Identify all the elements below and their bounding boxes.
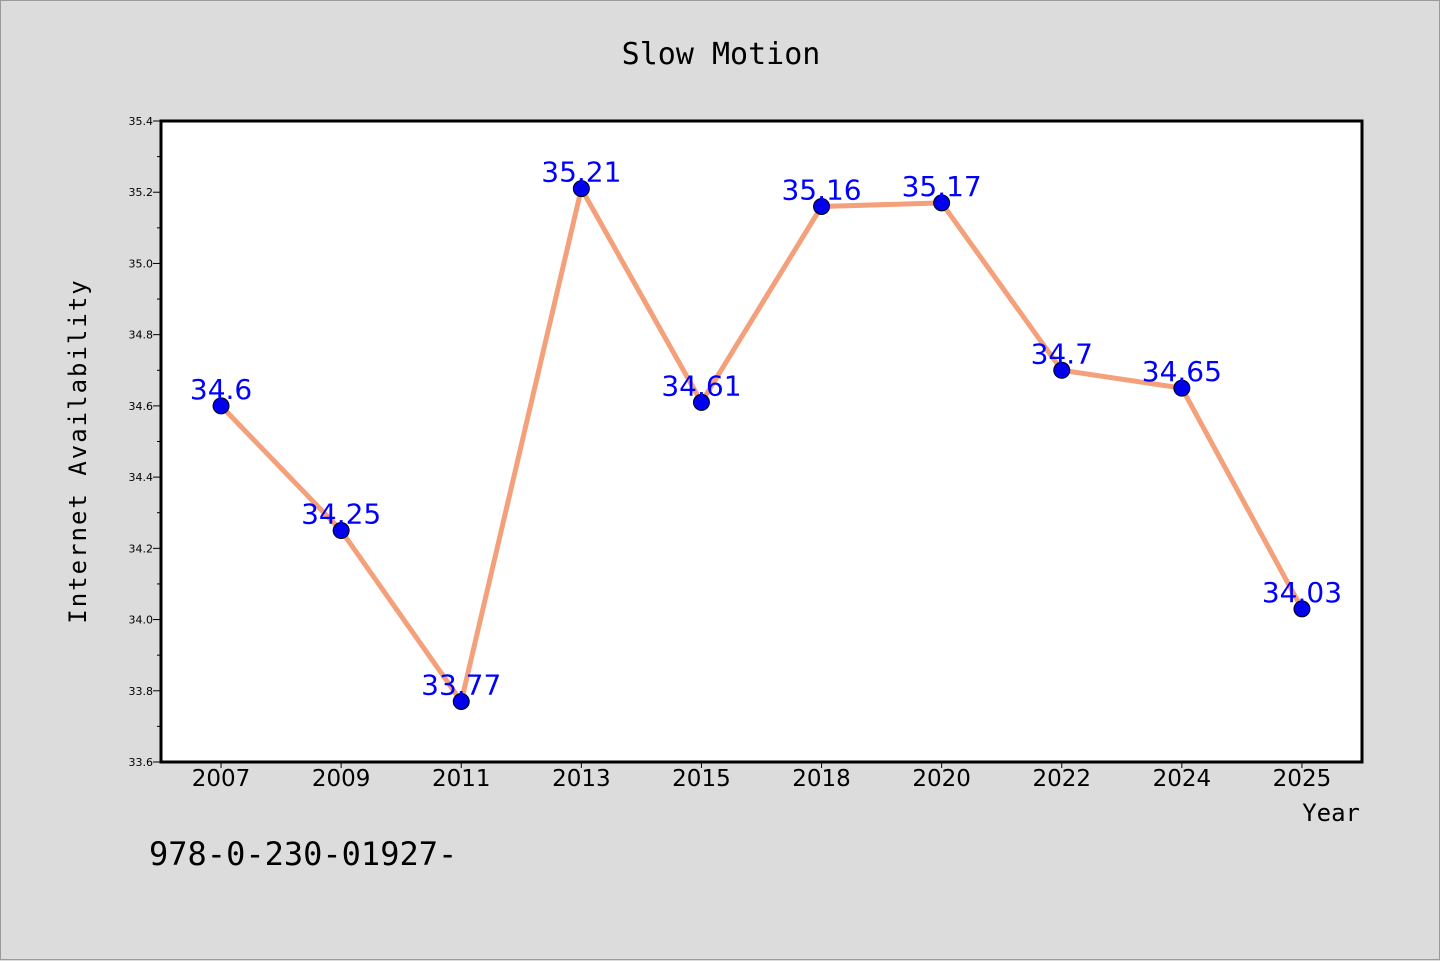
- data-point: [813, 197, 831, 215]
- x-tick-label: 2020: [912, 766, 971, 792]
- data-label: 34.61: [661, 369, 741, 402]
- x-tick-label: 2024: [1153, 766, 1212, 792]
- y-tick-label: 34.8: [129, 329, 154, 342]
- data-point: [212, 397, 230, 415]
- data-label: 35.21: [541, 156, 621, 189]
- data-point: [1293, 600, 1311, 618]
- y-tick-label: 34.4: [129, 471, 154, 484]
- x-tick-label: 2009: [312, 766, 371, 792]
- y-axis: 33.6 33.8 34.0 34.2 34.4 34.6 34.8 35.0 35.2 35.4: [129, 115, 161, 769]
- x-tick-label: 2007: [192, 766, 251, 792]
- x-tick-label: 2013: [552, 766, 611, 792]
- y-tick-label: 35.4: [129, 115, 154, 128]
- data-point: [692, 393, 710, 411]
- data-label: 34.65: [1142, 355, 1222, 388]
- data-label: 34.25: [301, 498, 381, 531]
- series-line: [218, 186, 1305, 704]
- y-tick-label: 34.6: [129, 400, 154, 413]
- data-label: 35.17: [902, 170, 982, 203]
- y-tick-label: 34.0: [129, 614, 154, 627]
- data-label: 33.77: [421, 668, 501, 701]
- data-point: [572, 180, 590, 198]
- y-axis-label: Internet Availability: [64, 278, 92, 623]
- footer-code: 978-0-230-01927-: [149, 835, 457, 873]
- chart-title: Slow Motion: [622, 37, 821, 72]
- data-point: [332, 522, 350, 540]
- x-axis-label: Year: [1302, 799, 1360, 827]
- data-label: 34.03: [1262, 576, 1342, 609]
- data-point: [1053, 361, 1071, 379]
- plot-area: [159, 119, 1364, 764]
- data-point: [1173, 379, 1191, 397]
- y-tick-label: 34.2: [129, 542, 154, 555]
- data-point: [933, 194, 951, 212]
- data-label: 34.6: [190, 373, 252, 406]
- x-tick-label: 2018: [792, 766, 851, 792]
- x-tick-label: 2011: [432, 766, 491, 792]
- y-tick-label: 33.8: [129, 685, 154, 698]
- x-axis: 2007 2009 2011 2013 2015 2018 2020 2022 2024 2025: [192, 762, 1331, 792]
- series-internet-availability: [212, 180, 1311, 710]
- y-tick-label: 35.2: [129, 186, 154, 199]
- x-tick-label: 2015: [672, 766, 731, 792]
- y-tick-label: 33.6: [129, 756, 154, 769]
- data-label: 35.16: [781, 173, 861, 206]
- data-label: 34.7: [1031, 337, 1093, 370]
- data-labels: 34.6 34.25 33.77 35.21 34.61 35.16 35.17 34.7 34…: [190, 156, 1342, 702]
- x-tick-label: 2022: [1032, 766, 1091, 792]
- x-tick-label: 2025: [1273, 766, 1332, 792]
- data-point: [452, 692, 470, 710]
- y-tick-label: 35.0: [129, 257, 154, 270]
